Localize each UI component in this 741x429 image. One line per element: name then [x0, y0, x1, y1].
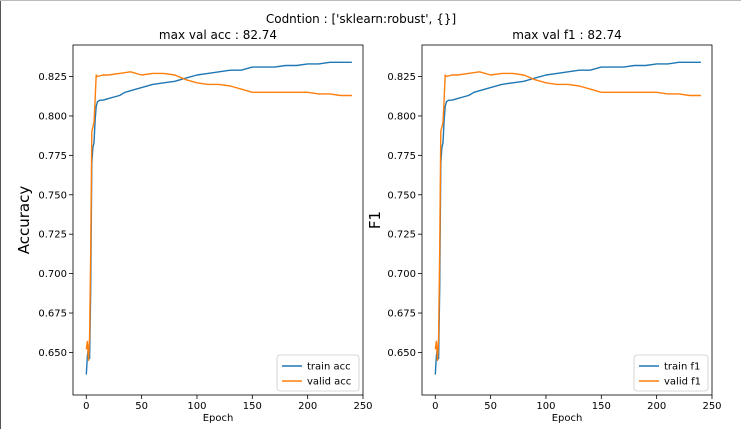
series-line-valid-acc [85, 71, 352, 361]
y-tick-label: 0.775 [38, 151, 67, 162]
y-tick-label: 0.750 [38, 190, 67, 201]
subplot-title: max val f1 : 82.74 [512, 28, 621, 42]
subplot-title: max val acc : 82.74 [159, 28, 277, 42]
axes-frame [421, 44, 713, 396]
legend-label-valid-acc: valid acc [307, 377, 351, 388]
y-tick-label: 0.825 [387, 72, 416, 83]
x-tick-label: 0 [83, 401, 89, 412]
x-tick-label: 200 [298, 401, 317, 412]
x-tick-label: 100 [187, 401, 206, 412]
window-left-edge [0, 0, 1, 429]
x-tick-label: 50 [484, 401, 497, 412]
y-tick-label: 0.800 [387, 111, 416, 122]
y-axis-label: Accuracy [15, 186, 33, 255]
x-tick-label: 200 [647, 401, 666, 412]
x-tick-label: 150 [243, 401, 262, 412]
y-tick-label: 0.650 [38, 348, 67, 359]
legend-label-train-acc: train acc [307, 362, 351, 373]
subplot-2: max val f1 : 82.74 0 50 100 150 200 250 0.650 0.… [366, 28, 722, 424]
y-tick-label: 0.725 [38, 230, 67, 241]
legend: train f1 valid f1 [633, 354, 709, 392]
series-line-train-acc [85, 61, 352, 375]
legend-box [633, 354, 709, 392]
y-tick-label: 0.700 [387, 269, 416, 280]
y-tick-label: 0.800 [38, 111, 67, 122]
y-tick-label: 0.700 [38, 269, 67, 280]
x-axis-label: Epoch [552, 413, 583, 424]
y-tick-label: 0.725 [387, 230, 416, 241]
y-tick-label: 0.750 [387, 190, 416, 201]
legend-label-train-f1: train f1 [664, 362, 700, 373]
axes-frame [72, 44, 364, 396]
legend: train acc valid acc [276, 354, 360, 392]
window-top-edge [0, 0, 741, 1]
x-axis-label: Epoch [203, 413, 234, 424]
x-tick-label: 50 [135, 401, 148, 412]
x-tick-label: 250 [353, 401, 372, 412]
x-tick-label: 150 [592, 401, 611, 412]
y-tick-label: 0.650 [387, 348, 416, 359]
subplot-1: max val acc : 82.74 0 50 100 150 200 250 0.650 0… [15, 28, 373, 424]
y-tick-label: 0.825 [38, 72, 67, 83]
y-tick-label: 0.775 [387, 151, 416, 162]
x-tick-label: 100 [536, 401, 555, 412]
x-tick-label: 250 [702, 401, 721, 412]
y-tick-label: 0.675 [38, 309, 67, 320]
series-line-train-f1 [434, 61, 701, 375]
figure-suptitle: Codntion : ['sklearn:robust', {}] [266, 12, 456, 26]
y-axis-label: F1 [366, 211, 384, 229]
series-line-valid-f1 [434, 71, 701, 361]
y-tick-label: 0.675 [387, 309, 416, 320]
x-tick-label: 0 [432, 401, 438, 412]
legend-label-valid-f1: valid f1 [664, 377, 701, 388]
legend-box [276, 354, 360, 392]
